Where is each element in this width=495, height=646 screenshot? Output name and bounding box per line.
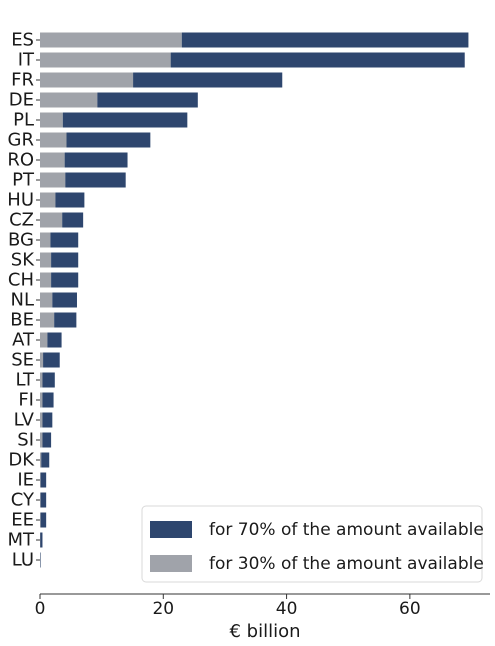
x-tick-label-0: 0	[35, 599, 46, 619]
y-axis-labels: ESITFRDEPLGRROPTHUCZBGSKCHNLBEATSELTFILV…	[7, 30, 40, 571]
bar-70pct-fr	[133, 72, 283, 88]
legend-swatch-30pct	[150, 555, 192, 572]
bar-30pct-it	[40, 52, 171, 68]
bar-70pct-dk	[41, 452, 50, 468]
y-label-gr: GR	[8, 130, 34, 151]
legend: for 70% of the amount available for 30% …	[141, 505, 484, 583]
bar-70pct-it	[170, 52, 465, 68]
y-label-lt: LT	[15, 370, 35, 391]
y-label-ee: EE	[11, 510, 34, 531]
bar-30pct-es	[40, 32, 182, 48]
bar-30pct-bg	[40, 232, 51, 248]
bar-70pct-gr	[66, 132, 151, 148]
bar-30pct-at	[40, 332, 48, 348]
bar-30pct-ee	[40, 512, 41, 528]
bar-30pct-de	[40, 92, 98, 108]
bar-30pct-sk	[40, 252, 52, 268]
y-label-bg: BG	[8, 230, 34, 251]
y-label-pl: PL	[13, 110, 34, 131]
bar-30pct-gr	[40, 132, 67, 148]
bar-70pct-lv	[42, 412, 53, 428]
y-label-be: BE	[10, 310, 34, 331]
bar-70pct-si	[42, 432, 52, 448]
bar-30pct-ie	[40, 472, 41, 488]
bar-30pct-lt	[40, 372, 43, 388]
y-label-si: SI	[17, 430, 34, 451]
y-label-dk: DK	[8, 450, 35, 471]
bar-70pct-ie	[40, 472, 47, 488]
bar-70pct-lu	[40, 552, 41, 568]
y-label-it: IT	[18, 50, 35, 71]
bar-70pct-se	[43, 352, 60, 368]
bar-30pct-si	[40, 432, 43, 448]
bar-30pct-pl	[40, 112, 63, 128]
y-label-cz: CZ	[9, 210, 34, 231]
bar-30pct-pt	[40, 172, 66, 188]
legend-label-70pct: for 70% of the amount available	[209, 520, 484, 540]
bar-30pct-se	[40, 352, 44, 368]
y-label-lu: LU	[12, 550, 34, 571]
legend-swatch-70pct	[150, 521, 192, 538]
bar-70pct-at	[47, 332, 62, 348]
y-label-fi: FI	[18, 390, 34, 411]
bar-30pct-lv	[40, 412, 43, 428]
bar-70pct-lt	[42, 372, 55, 388]
bar-70pct-cz	[62, 212, 84, 228]
y-label-ie: IE	[17, 470, 34, 491]
y-label-pt: PT	[12, 170, 35, 191]
bar-70pct-pl	[62, 112, 188, 128]
bar-30pct-dk	[40, 452, 42, 468]
bar-70pct-ch	[51, 272, 79, 288]
x-tick-label-40: 40	[276, 599, 298, 619]
bar-70pct-mt	[40, 532, 43, 548]
bar-70pct-hu	[55, 192, 85, 208]
bar-70pct-es	[181, 32, 469, 48]
x-axis-title: € billion	[229, 621, 300, 642]
legend-label-30pct: for 30% of the amount available	[209, 554, 484, 574]
bar-30pct-cz	[40, 212, 63, 228]
y-label-nl: NL	[11, 290, 35, 311]
y-label-ch: CH	[8, 270, 34, 291]
y-label-de: DE	[9, 90, 34, 111]
y-label-ro: RO	[7, 150, 34, 171]
bar-70pct-ee	[40, 512, 47, 528]
bar-70pct-bg	[50, 232, 79, 248]
y-label-fr: FR	[11, 70, 34, 91]
y-label-cy: CY	[11, 490, 35, 511]
y-label-es: ES	[11, 30, 34, 51]
bar-30pct-hu	[40, 192, 56, 208]
bar-30pct-fr	[40, 72, 134, 88]
legend-frame	[141, 505, 483, 583]
bar-30pct-ch	[40, 272, 52, 288]
x-axis-ticks: 0 20 40 60	[35, 594, 421, 619]
bar-70pct-be	[54, 312, 77, 328]
bar-70pct-fi	[42, 392, 54, 408]
bar-70pct-nl	[52, 292, 77, 308]
bar-30pct-be	[40, 312, 55, 328]
bar-30pct-ro	[40, 152, 65, 168]
y-label-se: SE	[11, 350, 34, 371]
bar-70pct-de	[97, 92, 198, 108]
bar-30pct-cy	[40, 492, 41, 508]
y-label-at: AT	[12, 330, 35, 351]
bar-70pct-pt	[65, 172, 126, 188]
y-label-hu: HU	[7, 190, 34, 211]
x-tick-label-20: 20	[152, 599, 174, 619]
bar-30pct-mt	[40, 532, 41, 548]
y-label-mt: MT	[7, 530, 35, 551]
y-label-sk: SK	[11, 250, 35, 271]
bars-group	[40, 32, 469, 568]
y-label-lv: LV	[14, 410, 35, 431]
x-tick-label-60: 60	[399, 599, 421, 619]
bar-70pct-cy	[40, 492, 47, 508]
bar-30pct-nl	[40, 292, 53, 308]
bar-70pct-sk	[51, 252, 79, 268]
bar-70pct-ro	[64, 152, 128, 168]
bar-30pct-fi	[40, 392, 43, 408]
